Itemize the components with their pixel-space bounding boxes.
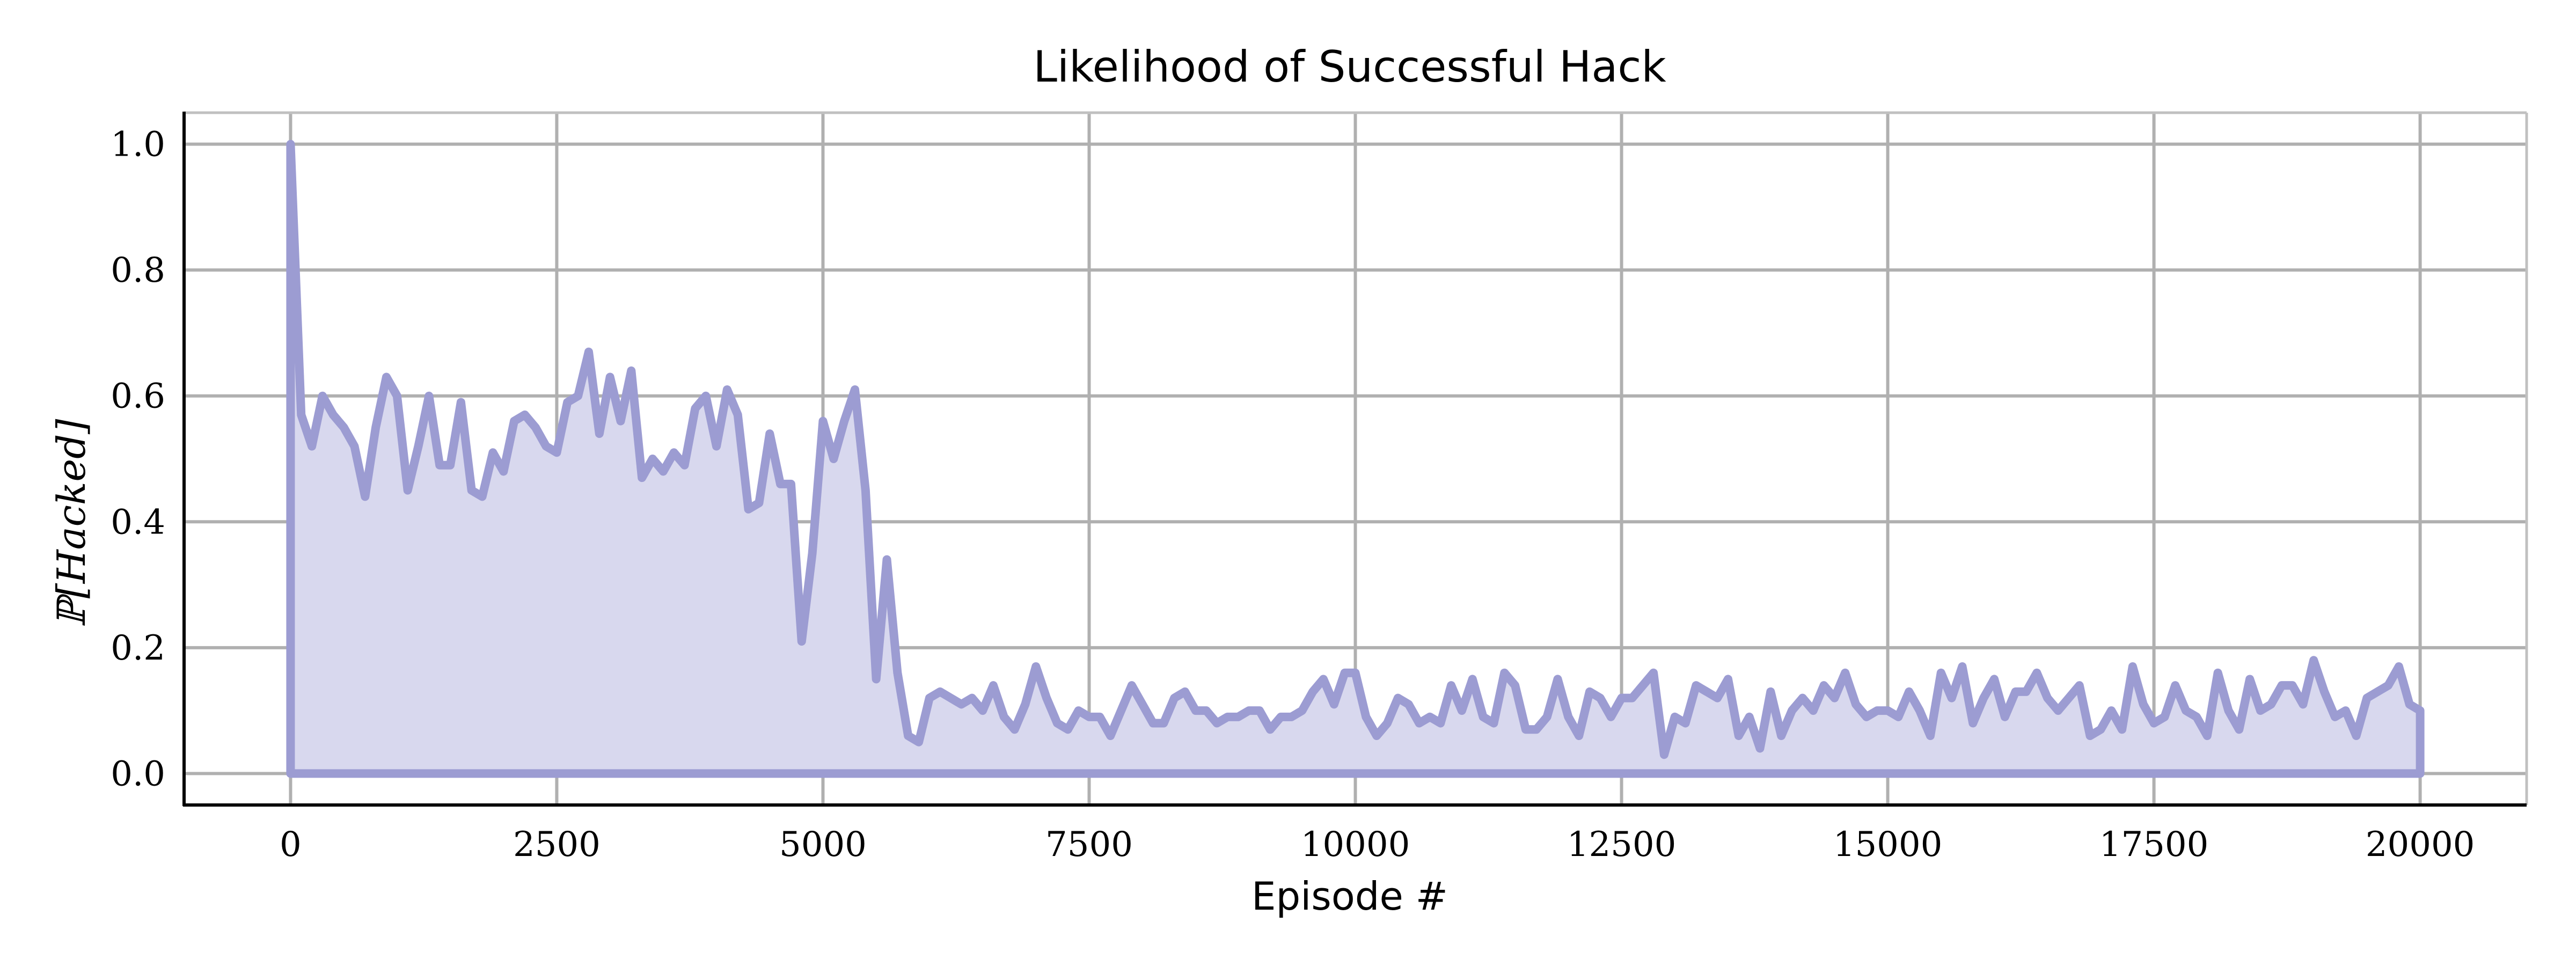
area-fill <box>290 144 2420 774</box>
y-tick-label: 0.2 <box>111 628 165 668</box>
plot-area <box>286 140 2425 778</box>
x-tick-label: 0 <box>280 825 302 865</box>
y-tick-label: 1.0 <box>111 125 165 165</box>
x-tick-label: 2500 <box>513 825 601 865</box>
y-tick-labels: 0.0 0.2 0.4 0.6 0.8 1.0 <box>111 125 165 794</box>
y-tick-label: 0.8 <box>111 251 165 290</box>
x-tick-labels: 0 2500 5000 7500 10000 12500 15000 17500 20000 <box>280 825 2475 865</box>
y-tick-label: 0.6 <box>111 377 165 416</box>
y-tick-label: 0.0 <box>111 754 165 794</box>
x-axis-label: Episode # <box>1252 874 1448 919</box>
series-line <box>286 140 2425 778</box>
x-tick-label: 15000 <box>1833 825 1943 865</box>
x-tick-label: 7500 <box>1045 825 1133 865</box>
chart-title: Likelihood of Successful Hack <box>1033 42 1666 92</box>
x-tick-label: 12500 <box>1567 825 1677 865</box>
x-tick-label: 17500 <box>2099 825 2209 865</box>
x-tick-label: 5000 <box>779 825 867 865</box>
y-tick-label: 0.4 <box>111 502 165 542</box>
x-tick-label: 10000 <box>1301 825 1410 865</box>
plot-frame <box>182 111 2528 807</box>
y-axis-label: ℙ[Hacked] <box>49 419 94 628</box>
x-tick-label: 20000 <box>2366 825 2475 865</box>
